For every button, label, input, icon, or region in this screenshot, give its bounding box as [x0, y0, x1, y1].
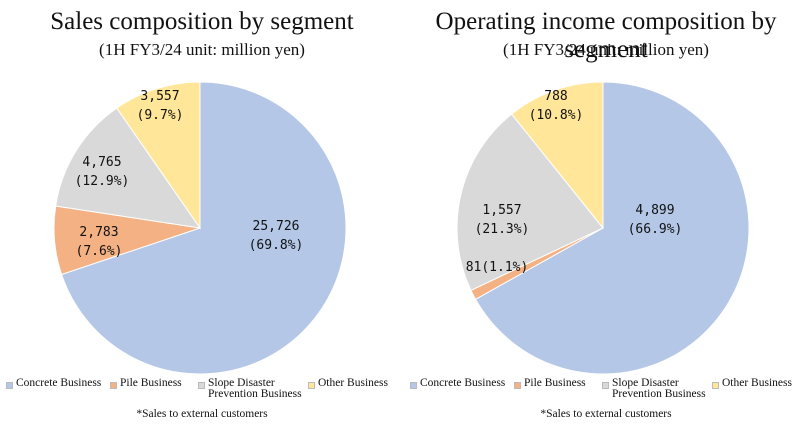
- slice-value-label-slope: 1,557: [482, 203, 521, 218]
- legend-swatch: [110, 382, 117, 389]
- legend-item-concrete: Concrete Business: [410, 377, 506, 389]
- slice-value-label-concrete: 4,899: [635, 203, 674, 218]
- chart-subtitle: (1H FY3/24 unit: million yen): [503, 40, 709, 59]
- slice-percent-label-slope: (21.3%): [475, 222, 530, 237]
- legend-label: Pile Business: [524, 377, 586, 389]
- slice-percent-label-pile: (7.6%): [76, 244, 123, 259]
- legend-label: Other Business: [318, 377, 388, 389]
- income-pie-panel: Operating income composition by segment …: [404, 0, 808, 428]
- legend-label: Slope Disaster Prevention Business: [612, 377, 706, 400]
- legend-swatch: [514, 382, 521, 389]
- legend-item-concrete: Concrete Business: [6, 377, 102, 389]
- legend-swatch: [602, 382, 609, 389]
- income-pie-chart: 4,899 (66.9%) 81(1.1%) 1,557 (21.3%) 788 (10.8…: [456, 81, 750, 375]
- sales-pie-chart: 25,726 (69.8%) 2,783 (7.6%) 4,765 (12.9%) 3,55…: [53, 81, 347, 375]
- pie-slice-slope: [456, 113, 604, 291]
- slice-value-label-other: 3,557: [140, 89, 179, 104]
- legend-swatch: [712, 382, 719, 389]
- legend-item-slope: Slope Disaster Prevention Business: [198, 377, 302, 400]
- legend-item-pile: Pile Business: [514, 377, 586, 389]
- legend-item-slope: Slope Disaster Prevention Business: [602, 377, 706, 400]
- slice-percent-label-slope: (12.9%): [75, 174, 130, 189]
- legend-label: Slope Disaster Prevention Business: [208, 377, 302, 400]
- slice-label-pile: 81(1.1%): [466, 260, 529, 275]
- footnote: *Sales to external customers: [540, 408, 672, 420]
- slice-value-label-slope: 4,765: [82, 155, 121, 170]
- pie-slice-concrete: [60, 81, 347, 375]
- slice-value-label-pile: 2,783: [79, 225, 118, 240]
- chart-title: Sales composition by segment: [50, 8, 354, 35]
- legend-label: Concrete Business: [16, 377, 102, 389]
- legend-label: Other Business: [722, 377, 792, 389]
- legend-label: Pile Business: [120, 377, 182, 389]
- slice-value-label-concrete: 25,726: [253, 219, 300, 234]
- legend-swatch: [410, 382, 417, 389]
- legend-item-other: Other Business: [308, 377, 388, 389]
- slice-percent-label-other: (10.8%): [529, 108, 584, 123]
- slice-percent-label-other: (9.7%): [137, 108, 184, 123]
- legend-item-other: Other Business: [712, 377, 792, 389]
- pie-slice-other: [116, 81, 201, 230]
- legend-label: Concrete Business: [420, 377, 506, 389]
- legend-item-pile: Pile Business: [110, 377, 182, 389]
- chart-subtitle: (1H FY3/24 unit: million yen): [99, 40, 305, 59]
- chart-title: Operating income composition by segment: [435, 8, 777, 63]
- pie-slice-other: [510, 81, 604, 230]
- sales-pie-panel: Sales composition by segment (1H FY3/24 …: [0, 0, 404, 428]
- slice-value-label-other: 788: [544, 89, 567, 104]
- pie-slice-concrete: [474, 81, 750, 375]
- footnote: *Sales to external customers: [136, 408, 268, 420]
- legend-swatch: [308, 382, 315, 389]
- legend-swatch: [6, 382, 13, 389]
- legend-swatch: [198, 382, 205, 389]
- slice-percent-label-concrete: (69.8%): [249, 238, 304, 253]
- pie-slice-slope: [55, 107, 202, 229]
- slice-percent-label-concrete: (66.9%): [628, 222, 683, 237]
